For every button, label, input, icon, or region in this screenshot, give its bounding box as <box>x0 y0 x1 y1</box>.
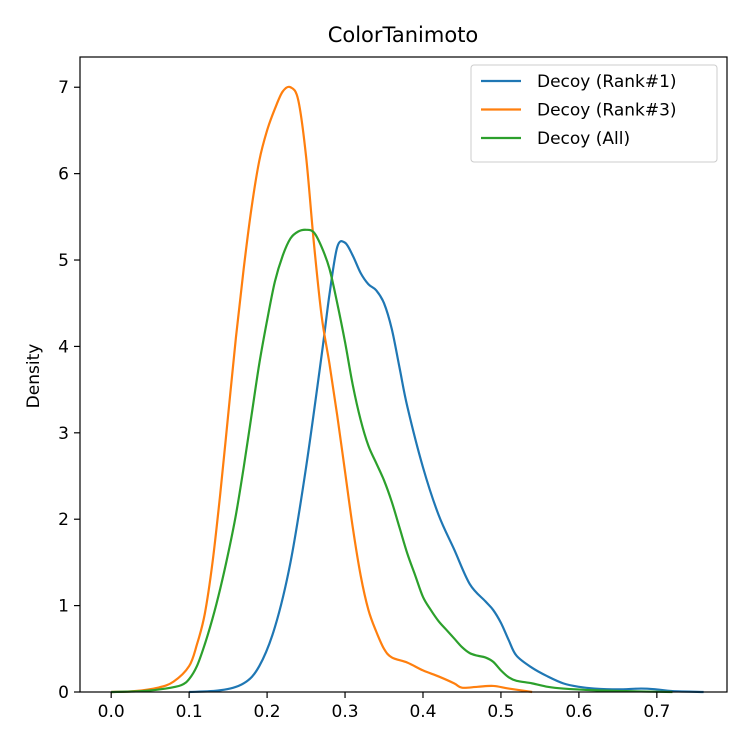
legend-label-3: Decoy (All) <box>537 129 630 149</box>
chart-title: ColorTanimoto <box>328 23 479 47</box>
y-tick-label: 7 <box>58 78 69 98</box>
x-tick-label: 0.0 <box>98 702 125 722</box>
x-tick-label: 0.6 <box>565 702 592 722</box>
y-tick-label: 4 <box>58 337 69 357</box>
y-tick-label: 3 <box>58 424 69 444</box>
x-tick-label: 0.4 <box>409 702 436 722</box>
x-tick-label: 0.3 <box>332 702 359 722</box>
legend-box <box>470 64 718 163</box>
y-axis-label: Density <box>24 344 44 409</box>
ticks-layer: 0.0 0.1 0.2 0.3 0.4 0.5 0.6 0.7 0 1 2 3 4 5 6 7 <box>58 78 670 722</box>
legend-label-2: Decoy (Rank#3) <box>537 101 677 121</box>
series-line-1 <box>189 240 704 694</box>
y-tick-label: 0 <box>58 683 69 703</box>
y-tick-label: 1 <box>58 597 69 617</box>
x-tick-label: 0.2 <box>254 702 281 722</box>
series-line-3 <box>111 228 673 694</box>
y-tick-label: 2 <box>58 510 69 530</box>
x-tick-label: 0.1 <box>176 702 203 722</box>
y-tick-label: 6 <box>58 165 69 185</box>
x-tick-label: 0.5 <box>487 702 514 722</box>
legend: Decoy (Rank#1) Decoy (Rank#3) Decoy (All) <box>470 64 718 163</box>
plot-frame <box>79 56 728 693</box>
x-tick-label: 0.7 <box>643 702 670 722</box>
legend-label-1: Decoy (Rank#1) <box>537 72 677 92</box>
y-tick-label: 5 <box>58 251 69 271</box>
series-line-2 <box>111 85 533 694</box>
series-layer <box>111 85 704 694</box>
